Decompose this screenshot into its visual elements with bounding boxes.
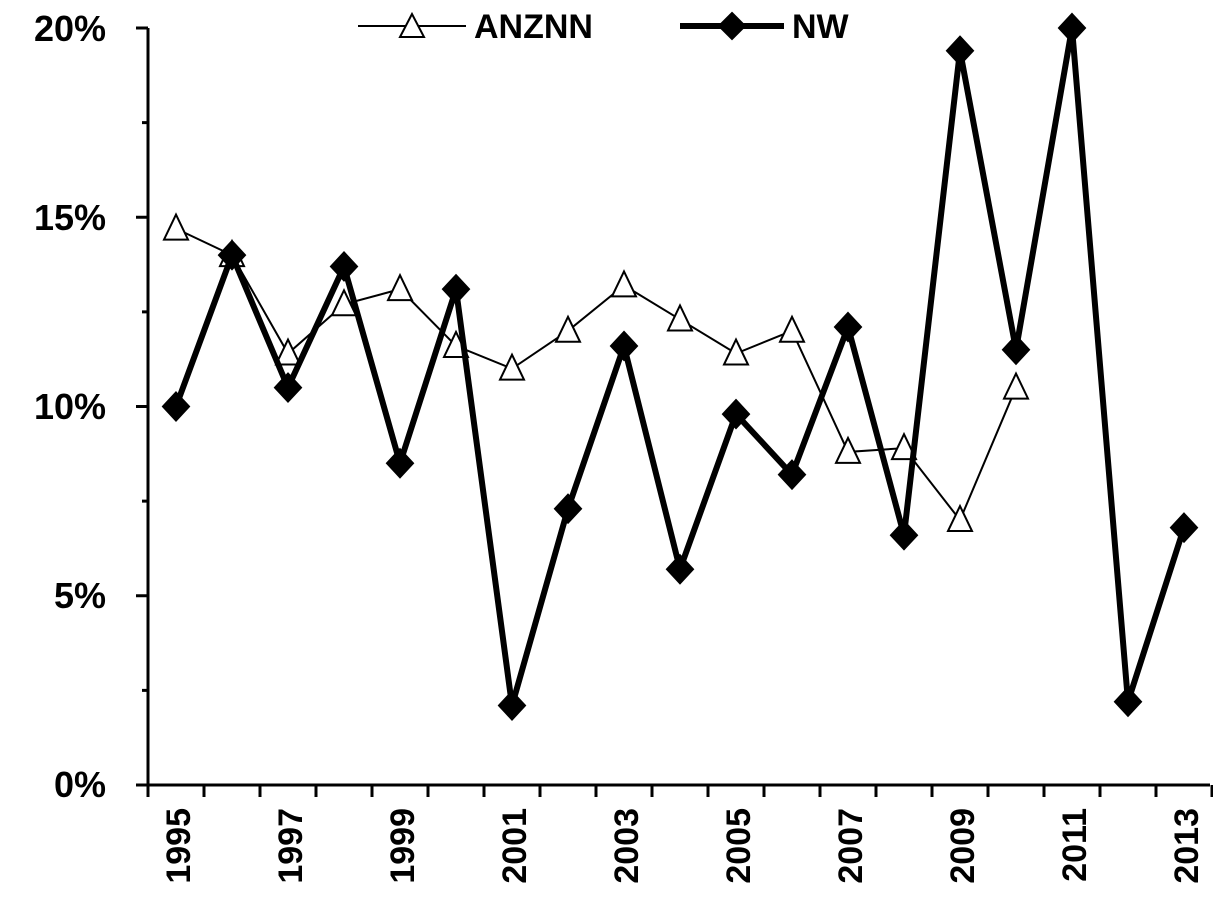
x-tick-label-2011: 2011 [1056, 808, 1094, 882]
nw-point-2010 [1001, 334, 1031, 366]
anznn-point-2007 [834, 435, 862, 464]
nw-point-1999 [385, 447, 415, 479]
x-tick-marks [146, 785, 1213, 797]
x-tick-label-2007: 2007 [832, 808, 870, 884]
nw-point-2001 [497, 690, 527, 721]
nw-point-2011 [1057, 12, 1087, 44]
anznn-point-2003 [610, 269, 638, 298]
nw-point-2004 [665, 553, 695, 585]
nw-point-2003 [609, 330, 639, 362]
x-tick-label-1997: 1997 [272, 808, 310, 884]
x-tick-label-2003: 2003 [608, 808, 646, 884]
nw-point-2012 [1113, 686, 1143, 718]
legend: ANZNN NW [358, 8, 850, 46]
nw-point-2007 [833, 311, 863, 343]
legend-nw-diamond-icon [717, 11, 747, 41]
anznn-point-1997 [274, 337, 302, 366]
nw-point-1997 [273, 372, 303, 404]
nw-point-2002 [553, 493, 583, 525]
legend-anznn-label: ANZNN [474, 8, 593, 46]
anznn-point-2004 [666, 303, 694, 332]
anznn-point-2006 [778, 314, 806, 343]
nw-point-2000 [441, 273, 471, 305]
x-tick-label-2009: 2009 [944, 808, 982, 884]
nw-point-2006 [777, 459, 807, 491]
anznn-point-2001 [498, 352, 526, 381]
legend-nw-label: NW [792, 8, 850, 46]
anznn-point-2005 [722, 337, 750, 366]
anznn-point-2010 [1002, 371, 1030, 400]
anznn-point-2008 [890, 431, 918, 461]
nw-point-1995 [161, 391, 191, 422]
nw-point-2005 [721, 398, 751, 430]
y-tick-label-20: 20% [34, 8, 106, 49]
x-tick-label-2001: 2001 [496, 808, 534, 884]
nw-point-1996 [217, 239, 247, 271]
legend-anznn-triangle-icon [398, 11, 426, 38]
anznn-point-2009 [946, 503, 974, 533]
y-tick-label-5: 5% [54, 575, 106, 616]
nw-point-2009 [945, 35, 975, 67]
x-tick-label-2005: 2005 [720, 808, 758, 884]
anznn-point-2002 [554, 314, 582, 343]
anznn-point-1995 [162, 212, 190, 241]
y-tick-label-0: 0% [54, 764, 106, 805]
nw-point-2008 [889, 519, 919, 551]
series-nw [161, 12, 1199, 721]
y-tick-label-10: 10% [34, 386, 106, 427]
nw-line [173, 27, 1187, 707]
x-tick-label-2013: 2013 [1168, 808, 1206, 884]
x-tick-label-1995: 1995 [160, 808, 198, 884]
nw-point-1998 [329, 250, 359, 282]
nw-point-2013 [1169, 512, 1199, 544]
anznn-point-1998 [330, 287, 358, 317]
x-tick-label-1999: 1999 [384, 808, 422, 884]
anznn-point-1999 [386, 272, 414, 302]
y-tick-marks [136, 26, 148, 787]
y-tick-label-15: 15% [34, 197, 106, 238]
